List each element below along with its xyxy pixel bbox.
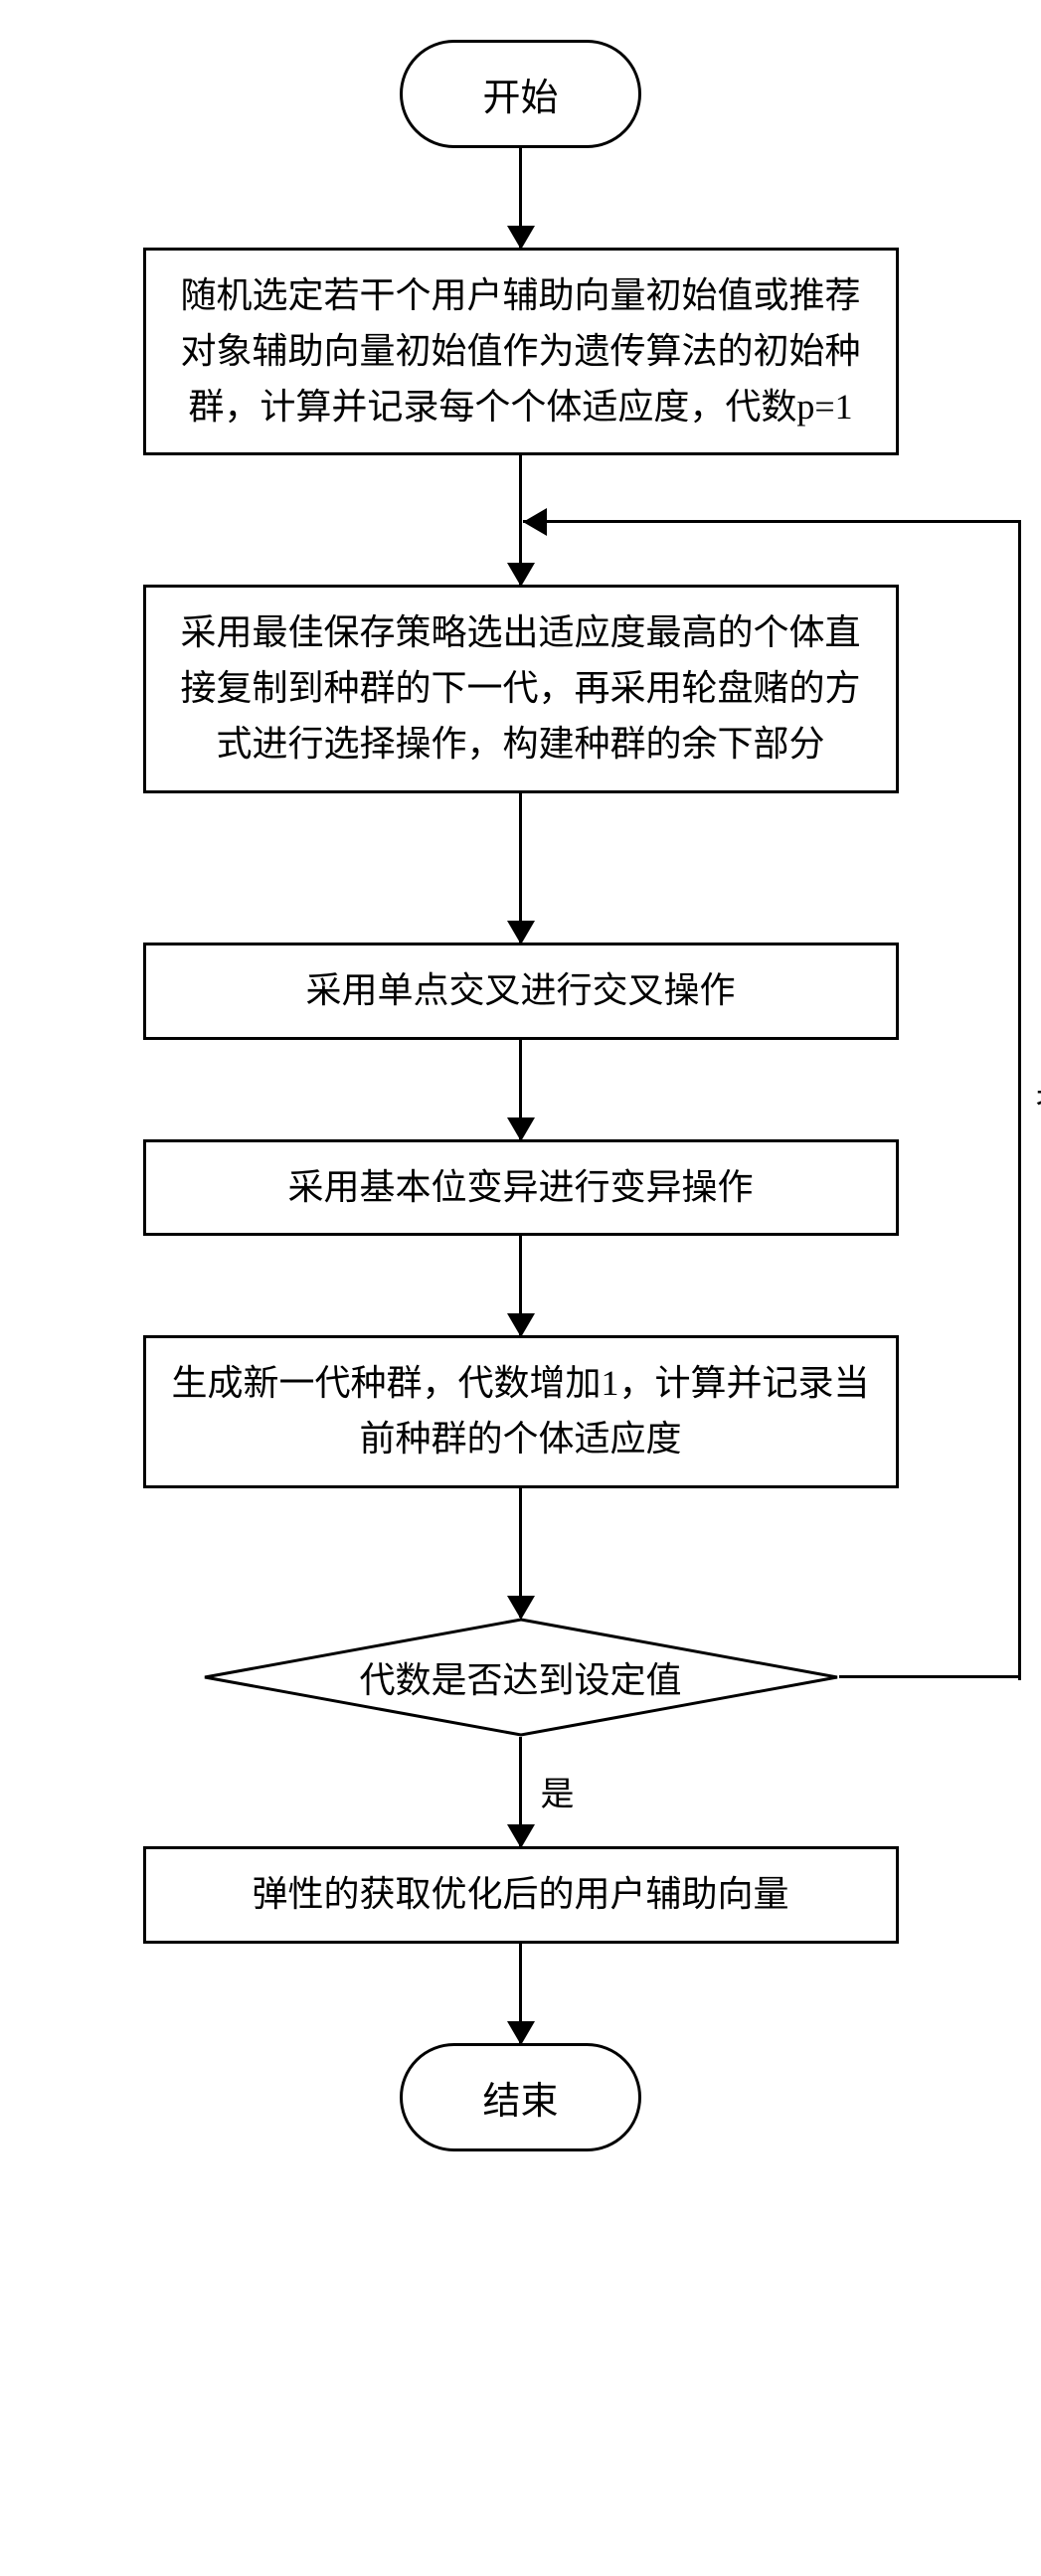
yes-label: 是 [541, 1767, 575, 1815]
step2-text: 采用最佳保存策略选出适应度最高的个体直接复制到种群的下一代，再采用轮盘赌的方式进… [180, 612, 860, 764]
step1-process: 随机选定若干个用户辅助向量初始值或推荐对象辅助向量初始值作为遗传算法的初始种群，… [143, 248, 899, 455]
flowchart: 开始 随机选定若干个用户辅助向量初始值或推荐对象辅助向量初始值作为遗传算法的初始… [20, 40, 1021, 2151]
step5-text: 生成新一代种群，代数增加1，计算并记录当前种群的个体适应度 [171, 1363, 869, 1459]
arrow-1 [519, 148, 522, 248]
step6-process: 弹性的获取优化后的用户辅助向量 [143, 1846, 899, 1944]
end-terminator: 结束 [400, 2043, 640, 2151]
arrow-5 [519, 1236, 522, 1335]
step3-process: 采用单点交叉进行交叉操作 [143, 943, 899, 1040]
end-label: 结束 [482, 2081, 558, 2123]
arrow-7 [519, 1737, 522, 1846]
start-label: 开始 [482, 78, 558, 119]
step3-text: 采用单点交叉进行交叉操作 [305, 970, 735, 1010]
step4-process: 采用基本位变异进行变异操作 [143, 1139, 899, 1237]
no-label: 否 [1036, 1079, 1041, 1127]
start-terminator: 开始 [400, 40, 640, 148]
arrow-3 [519, 793, 522, 943]
decision-diamond: 代数是否达到设定值 [203, 1618, 839, 1737]
step1-text: 随机选定若干个用户辅助向量初始值或推荐对象辅助向量初始值作为遗传算法的初始种群，… [180, 275, 860, 427]
step6-text: 弹性的获取优化后的用户辅助向量 [252, 1874, 788, 1914]
decision-text: 代数是否达到设定值 [359, 1651, 681, 1703]
step5-process: 生成新一代种群，代数增加1，计算并记录当前种群的个体适应度 [143, 1335, 899, 1488]
step4-text: 采用基本位变异进行变异操作 [287, 1167, 753, 1207]
arrow-6 [519, 1488, 522, 1618]
arrow-4 [519, 1040, 522, 1139]
arrow-8 [519, 1944, 522, 2043]
step2-process: 采用最佳保存策略选出适应度最高的个体直接复制到种群的下一代，再采用轮盘赌的方式进… [143, 585, 899, 792]
decision-wrap: 代数是否达到设定值 [143, 1618, 899, 1737]
arrow-2 [519, 455, 522, 585]
